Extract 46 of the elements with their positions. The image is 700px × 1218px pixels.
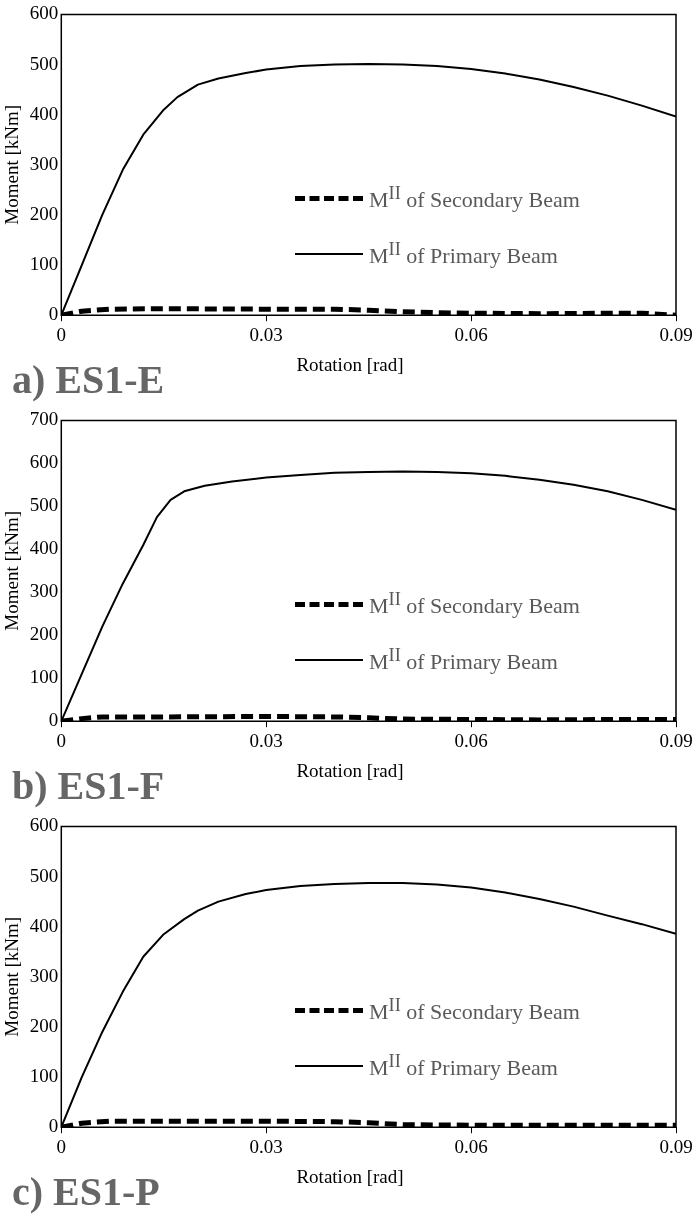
y-axis-title: Moment [kNm] [1,104,23,225]
y-axis-title: Moment [kNm] [1,916,23,1037]
x-tick-label: 0.09 [659,1135,693,1157]
text: a) ES1-E [12,356,165,403]
y-tick-label: 600 [29,451,59,473]
x-tick-label: 0.06 [454,323,488,345]
y-tick-label: 400 [29,102,59,124]
y-tick-label: 100 [29,1065,59,1087]
y-tick-label: 0 [48,303,59,325]
y-tick-label: 700 [29,408,59,430]
y-tick-label: 200 [29,202,59,224]
y-tick-label: 0 [48,709,59,731]
y-tick-label: 0 [48,1115,59,1137]
y-tick-label: 500 [29,494,59,516]
y-tick-label: 100 [29,253,59,275]
legend-label: M$^{II}$ of Secondary Beam [369,182,580,214]
y-tick-label: 100 [29,666,59,688]
x-axis-title: Rotation [rad] [296,354,404,375]
y-tick-label: 400 [29,537,59,559]
legend-label: M$^{II}$ of Primary Beam [369,644,558,676]
x-tick-label: 0.03 [249,323,283,345]
x-axis-title: Rotation [rad] [296,1166,404,1187]
x-tick-label: 0.09 [659,729,693,751]
legend-label: M$^{II}$ of Secondary Beam [369,994,580,1026]
y-tick-label: 600 [29,814,59,836]
x-tick-label: 0.09 [659,323,693,345]
legend-label: M$^{II}$ of Secondary Beam [369,588,580,620]
y-tick-label: 600 [29,2,59,24]
text: c) ES1-P [12,1168,160,1215]
y-axis-title: Moment [kNm] [1,510,23,631]
y-tick-label: 500 [29,864,59,886]
text: b) ES1-F [12,762,165,809]
y-tick-label: 300 [29,152,59,174]
legend-label: M$^{II}$ of Primary Beam [369,238,558,270]
legend-label: M$^{II}$ of Primary Beam [369,1050,558,1082]
x-tick-label: 0.06 [454,729,488,751]
y-tick-label: 400 [29,914,59,936]
y-tick-label: 300 [29,580,59,602]
y-tick-label: 300 [29,964,59,986]
y-tick-label: 500 [29,52,59,74]
x-axis-title: Rotation [rad] [296,760,404,781]
y-tick-label: 200 [29,623,59,645]
x-tick-label: 0.03 [249,729,283,751]
y-tick-label: 200 [29,1014,59,1036]
x-tick-label: 0.03 [249,1135,283,1157]
x-tick-label: 0.06 [454,1135,488,1157]
